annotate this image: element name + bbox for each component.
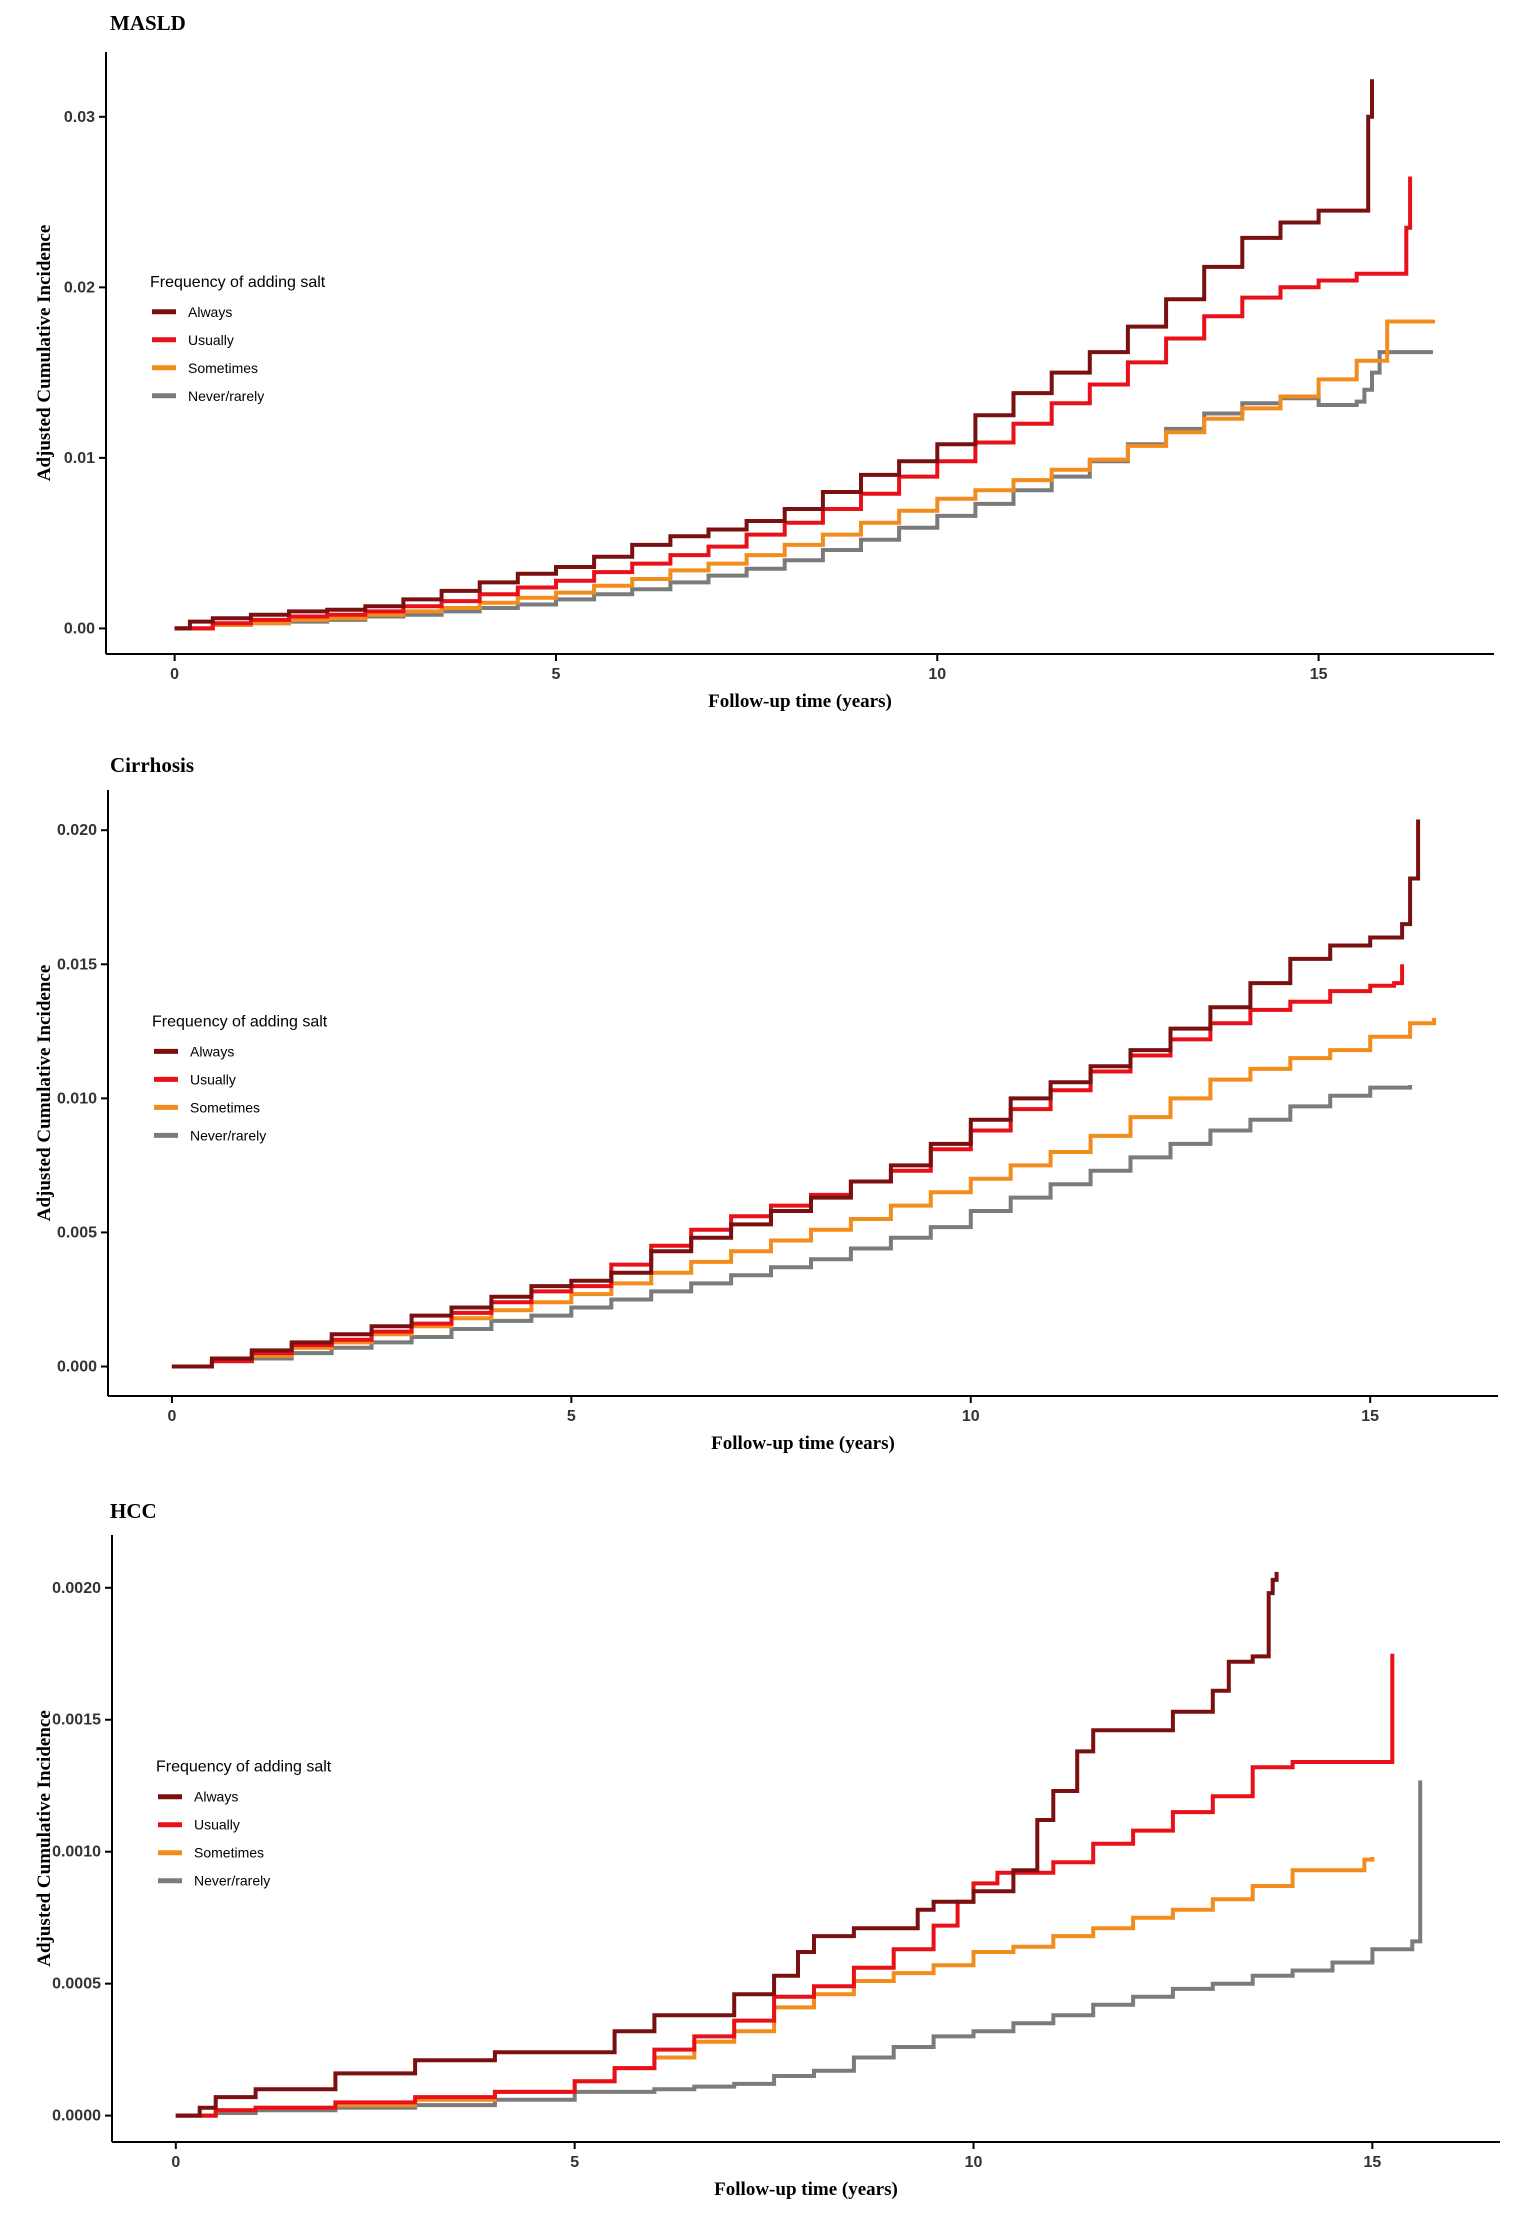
masld-legend-label: Sometimes (188, 360, 258, 376)
hcc-legend-title: Frequency of adding salt (156, 1759, 332, 1776)
masld-y-tick-label: 0.01 (64, 450, 95, 467)
hcc-legend-label: Usually (194, 1817, 240, 1833)
hcc-x-tick-label: 10 (965, 2154, 983, 2171)
hcc-series-sometimes (175, 1857, 1375, 2118)
cirrhosis-legend-title: Frequency of adding salt (152, 1013, 328, 1030)
hcc-x-tick-label: 15 (1363, 2154, 1381, 2171)
masld-title: MASLD (110, 11, 186, 35)
masld-y-tick-label: 0.03 (64, 109, 95, 126)
hcc-series-usually (175, 1653, 1395, 2118)
cirrhosis-y-tick-label: 0.015 (57, 956, 97, 973)
cirrhosis-y-tick-label: 0.010 (57, 1090, 97, 1107)
cirrhosis-legend-label: Usually (190, 1071, 236, 1087)
hcc-y-tick-label: 0.0015 (52, 1712, 101, 1729)
cirrhosis-x-axis-title: Follow-up time (years) (711, 1433, 895, 1454)
masld-legend-label: Always (188, 304, 232, 320)
cirrhosis-legend-label: Always (190, 1043, 234, 1059)
cirrhosis-legend-label: Sometimes (190, 1099, 260, 1115)
cirrhosis-y-tick-label: 0.005 (57, 1224, 97, 1241)
cirrhosis-panel: Cirrhosis 0.000 0.005 0.010 0.015 0.020 0 5 10 15… (34, 753, 1498, 1454)
hcc-legend-label: Sometimes (194, 1845, 264, 1861)
cirrhosis-legend-label: Never/rarely (190, 1127, 266, 1143)
cirrhosis-y-tick-label: 0.020 (57, 822, 97, 839)
hcc-y-axis-title: Adjusted Cumulative Incidence (34, 1710, 55, 1967)
masld-legend-label: Usually (188, 332, 234, 348)
masld-y-axis-title: Adjusted Cumulative Incidence (34, 225, 55, 482)
masld-series-never-rarely (174, 350, 1433, 631)
masld-series-always (174, 79, 1374, 631)
masld-x-tick-label: 10 (928, 666, 946, 683)
cirrhosis-series-always (171, 819, 1421, 1369)
masld-panel: MASLD 0.00 0.01 0.02 0.03 0 5 10 15 Follow-up tim… (34, 11, 1494, 712)
hcc-x-tick-label: 5 (570, 2154, 579, 2171)
masld-x-tick-label: 0 (170, 666, 179, 683)
hcc-series-always (175, 1571, 1279, 2118)
cirrhosis-series-never-rarely (171, 1085, 1413, 1369)
hcc-series-never-rarely (175, 1780, 1423, 2118)
masld-legend-label: Never/rarely (188, 388, 264, 404)
cirrhosis-series-usually (171, 964, 1405, 1369)
cirrhosis-y-tick-label: 0.000 (57, 1359, 97, 1376)
hcc-title: HCC (110, 1499, 157, 1523)
hcc-y-tick-label: 0.0010 (52, 1844, 101, 1861)
cirrhosis-x-tick-label: 15 (1361, 1408, 1379, 1425)
masld-y-tick-label: 0.00 (64, 620, 95, 637)
hcc-y-tick-label: 0.0005 (52, 1976, 101, 1993)
masld-x-tick-label: 5 (552, 666, 561, 683)
masld-y-tick-label: 0.02 (64, 279, 95, 296)
cirrhosis-title: Cirrhosis (110, 753, 194, 777)
masld-legend-title: Frequency of adding salt (150, 274, 326, 291)
cirrhosis-x-tick-label: 0 (167, 1408, 176, 1425)
hcc-legend-label: Never/rarely (194, 1873, 270, 1889)
hcc-y-tick-label: 0.0000 (52, 2108, 101, 2125)
hcc-legend-label: Always (194, 1789, 238, 1805)
masld-x-axis-title: Follow-up time (years) (708, 691, 892, 712)
masld-series-sometimes (174, 319, 1435, 631)
hcc-panel: HCC 0.0000 0.0005 0.0010 0.0015 0.0020 0 5 10 15 F… (34, 1499, 1500, 2200)
cirrhosis-series-sometimes (171, 1017, 1437, 1369)
cirrhosis-y-axis-title: Adjusted Cumulative Incidence (34, 965, 55, 1222)
cirrhosis-x-tick-label: 10 (962, 1408, 980, 1425)
hcc-y-tick-label: 0.0020 (52, 1580, 101, 1597)
hcc-x-tick-label: 0 (171, 2154, 180, 2171)
hcc-x-axis-title: Follow-up time (years) (714, 2179, 898, 2200)
cirrhosis-x-tick-label: 5 (567, 1408, 576, 1425)
masld-x-tick-label: 15 (1310, 666, 1328, 683)
